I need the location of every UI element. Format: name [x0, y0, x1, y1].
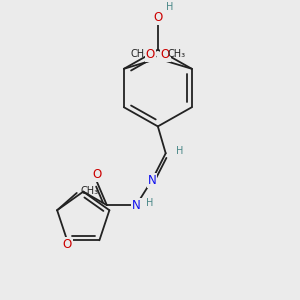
Text: H: H	[166, 2, 173, 12]
Text: CH₃: CH₃	[167, 50, 185, 59]
Text: N: N	[132, 199, 141, 212]
Text: CH₃: CH₃	[81, 186, 99, 196]
Text: CH₃: CH₃	[130, 50, 149, 59]
Text: O: O	[62, 238, 72, 250]
Text: H: H	[146, 198, 153, 208]
Text: N: N	[148, 174, 156, 187]
Text: O: O	[92, 168, 102, 181]
Text: H: H	[176, 146, 183, 156]
Text: O: O	[146, 48, 155, 61]
Text: O: O	[153, 11, 163, 25]
Text: O: O	[161, 48, 170, 61]
